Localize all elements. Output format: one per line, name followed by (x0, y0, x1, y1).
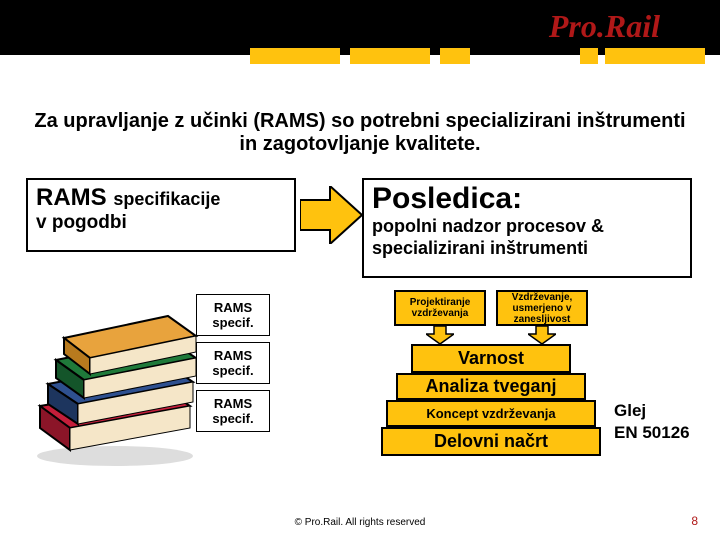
box-right-body: popolni nadzor procesov & specializirani… (372, 216, 682, 259)
footer: © Pro.Rail. All rights reserved (0, 517, 720, 528)
pyramid-top-right: Vzdrževanje, usmerjeno v zanesljivost (496, 290, 588, 326)
header-bar (580, 48, 598, 64)
arrow-icon (300, 186, 362, 249)
page-subtitle: Za upravljanje z učinki (RAMS) so potreb… (30, 110, 690, 156)
box-left-bigtext: RAMS (36, 184, 113, 211)
header: Pro.Rail (0, 0, 720, 72)
down-arrow-icon (496, 326, 588, 344)
pyramid-row: Analiza tveganj (396, 373, 586, 400)
pyramid-row: Delovni načrt (381, 427, 601, 456)
header-bar (350, 48, 430, 64)
sidenote: Glej EN 50126 (614, 400, 690, 444)
box-left-line2: v pogodbi (36, 212, 286, 234)
rams-label: RAMS specif. (196, 294, 270, 336)
logo: Pro.Rail (549, 8, 660, 45)
rams-label: RAMS specif. (196, 390, 270, 432)
pyramid-top-left: Projektiranje vzdrževanja (394, 290, 486, 326)
box-right-title: Posledica: (372, 182, 682, 216)
box-left-medtext: specifikacije (113, 189, 220, 209)
sidenote-line1: Glej (614, 400, 690, 422)
box-consequence: Posledica: popolni nadzor procesov & spe… (362, 178, 692, 278)
page-number: 8 (691, 514, 698, 528)
rams-label: RAMS specif. (196, 342, 270, 384)
header-bar (605, 48, 705, 64)
books-icon (30, 296, 200, 466)
header-bar (440, 48, 470, 64)
pyramid-diagram: Projektiranje vzdrževanja Vzdrževanje, u… (376, 290, 606, 456)
pyramid-row: Varnost (411, 344, 571, 373)
pyramid-row: Koncept vzdrževanja (386, 400, 596, 427)
box-rams-spec: RAMS specifikacije v pogodbi (26, 178, 296, 252)
sidenote-line2: EN 50126 (614, 422, 690, 444)
down-arrow-icon (394, 326, 486, 344)
header-bar (250, 48, 340, 64)
rams-label-stack: RAMS specif. RAMS specif. RAMS specif. (196, 294, 270, 438)
